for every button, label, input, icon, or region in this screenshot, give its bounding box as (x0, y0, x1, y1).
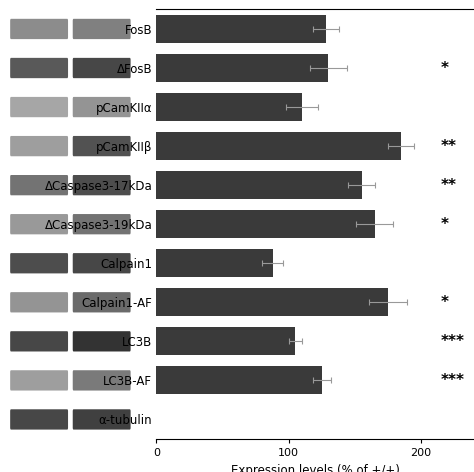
Text: *: * (441, 295, 449, 310)
FancyBboxPatch shape (10, 292, 68, 312)
FancyBboxPatch shape (73, 409, 131, 430)
FancyBboxPatch shape (10, 97, 68, 117)
FancyBboxPatch shape (10, 214, 68, 235)
FancyBboxPatch shape (10, 253, 68, 273)
FancyBboxPatch shape (10, 136, 68, 156)
Text: *: * (441, 217, 449, 232)
Bar (156, 15, 326, 43)
Bar (156, 249, 273, 278)
Bar (156, 132, 401, 160)
FancyBboxPatch shape (73, 97, 131, 117)
FancyBboxPatch shape (73, 253, 131, 273)
Bar (156, 327, 295, 355)
Text: ***: *** (441, 373, 465, 388)
FancyBboxPatch shape (10, 409, 68, 430)
Text: **: ** (441, 177, 457, 193)
FancyBboxPatch shape (73, 19, 131, 39)
Text: **: ** (441, 139, 457, 153)
Text: *: * (441, 60, 449, 76)
FancyBboxPatch shape (10, 58, 68, 78)
FancyBboxPatch shape (10, 331, 68, 352)
FancyBboxPatch shape (73, 136, 131, 156)
FancyBboxPatch shape (73, 214, 131, 235)
FancyBboxPatch shape (10, 19, 68, 39)
FancyBboxPatch shape (10, 175, 68, 195)
X-axis label: Expression levels (% of +/+): Expression levels (% of +/+) (231, 464, 400, 472)
FancyBboxPatch shape (73, 292, 131, 312)
Bar (156, 54, 328, 82)
FancyBboxPatch shape (73, 370, 131, 390)
Text: ***: *** (441, 334, 465, 349)
Bar (156, 171, 362, 199)
Bar (156, 288, 388, 316)
Bar (156, 366, 322, 395)
FancyBboxPatch shape (10, 370, 68, 390)
Bar (156, 93, 302, 121)
FancyBboxPatch shape (73, 58, 131, 78)
FancyBboxPatch shape (73, 331, 131, 352)
Bar (156, 210, 375, 238)
FancyBboxPatch shape (73, 175, 131, 195)
